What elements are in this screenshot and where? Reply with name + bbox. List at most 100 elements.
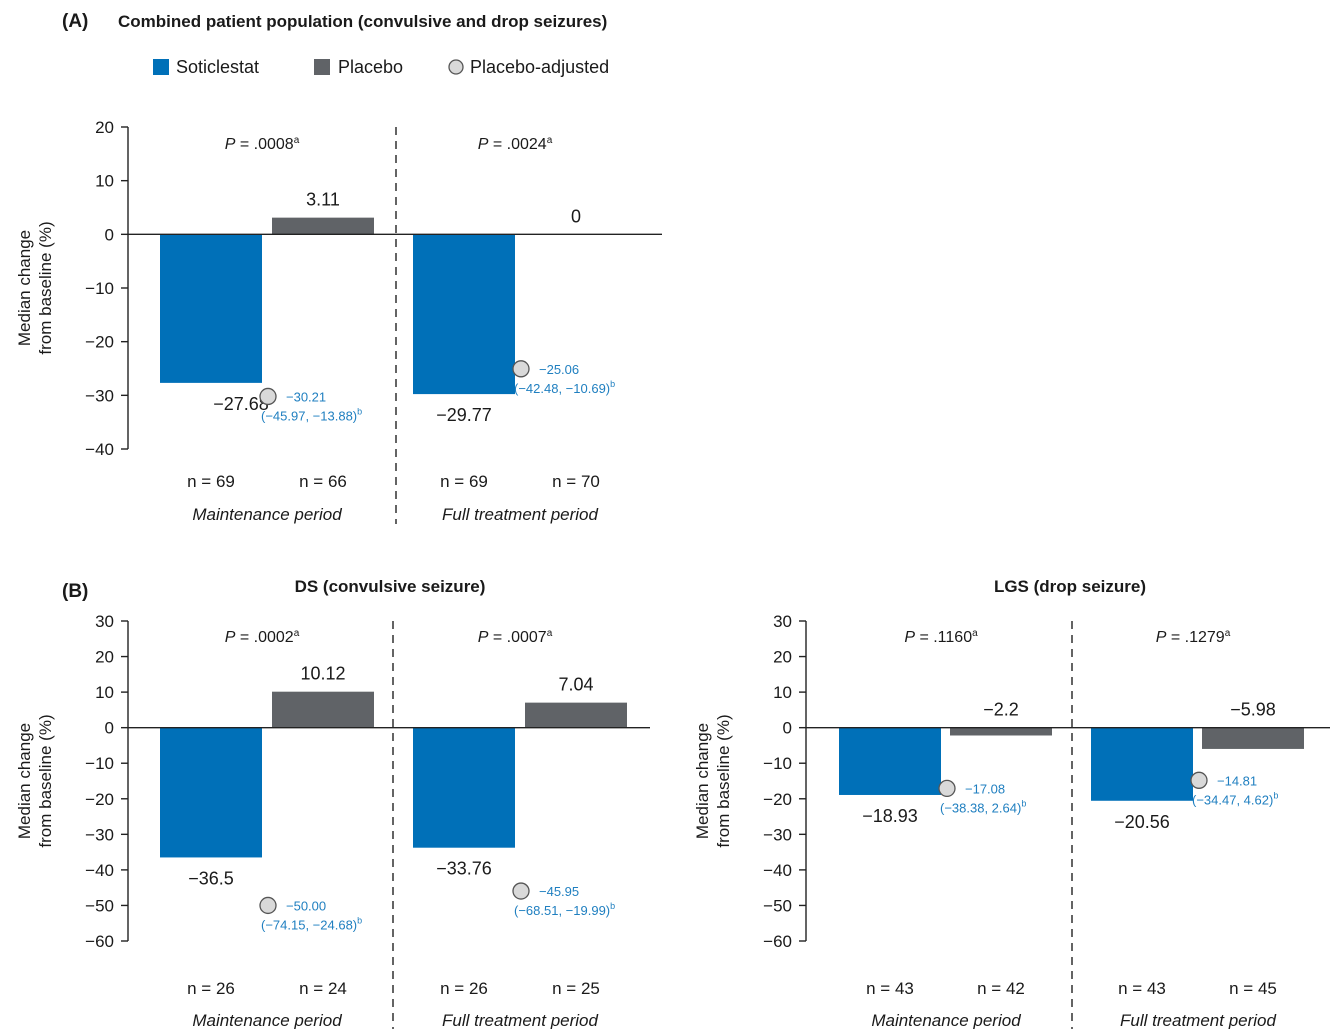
placebo-adjusted-ci: (−74.15, −24.68)b: [261, 915, 362, 932]
p-value-number: .0024: [507, 136, 547, 153]
placebo-adjusted-ci: (−38.38, 2.64)b: [940, 798, 1026, 815]
bar-soticlestat: [1091, 727, 1193, 801]
y-tick-label: −50: [763, 896, 792, 915]
legend-placebo-swatch: [314, 59, 330, 75]
placebo-adjusted-ci-range: (−74.15, −24.68): [261, 917, 357, 932]
p-value-number: .0002: [254, 629, 294, 646]
bar-soticlestat: [839, 727, 941, 795]
bar-placebo-value: −5.98: [1230, 700, 1276, 720]
placebo-adjusted-value: −14.81: [1217, 773, 1257, 788]
p-value-equals: =: [235, 629, 253, 646]
bar-soticlestat-value: −18.93: [862, 806, 918, 826]
y-axis-label: Median change from baseline (%): [15, 221, 55, 354]
p-value: P = .0024a: [478, 135, 553, 153]
bar-soticlestat-value: −27.68: [213, 394, 269, 414]
y-tick-label: 0: [783, 719, 792, 738]
placebo-adjusted-value: −50.00: [286, 898, 326, 913]
y-tick-label: −20: [85, 333, 114, 352]
y-tick-label: −40: [85, 440, 114, 459]
p-value-equals: =: [488, 629, 506, 646]
y-tick-label: −30: [85, 386, 114, 405]
y-tick-label: 20: [95, 118, 114, 137]
bar-placebo-value: 3.11: [306, 190, 340, 210]
placebo-adjusted-marker: [259, 387, 277, 406]
period-label: Full treatment period: [1120, 1011, 1276, 1029]
p-value-symbol: P: [478, 629, 489, 646]
chart-combined-population: Median change from baseline (%) 20 10 0 −10 −2…: [15, 118, 662, 524]
bar-soticlestat-value: −29.77: [436, 405, 492, 425]
y-tick-label: 0: [105, 225, 114, 244]
p-value-superscript: a: [294, 135, 300, 146]
p-value-superscript: a: [294, 628, 300, 639]
y-axis-label-line: from baseline (%): [36, 714, 55, 847]
placebo-adjusted-ci-range: (−38.38, 2.64): [940, 800, 1021, 815]
placebo-adjusted-value: −45.95: [539, 884, 579, 899]
placebo-adjusted-ci-superscript: b: [610, 901, 615, 911]
placebo-adjusted-ci: (−68.51, −19.99)b: [514, 901, 615, 918]
period-label: Maintenance period: [871, 1011, 1021, 1029]
legend-placebo-label: Placebo: [338, 57, 403, 77]
y-axis-label-line: Median change: [15, 230, 34, 346]
y-tick-label: −10: [85, 754, 114, 773]
p-value-equals: =: [915, 629, 933, 646]
panel-a-letter: (A): [62, 11, 88, 32]
y-tick-label: 10: [95, 172, 114, 191]
n-placebo: n = 45: [1229, 979, 1277, 998]
p-value-symbol: P: [478, 136, 489, 153]
p-value-symbol: P: [225, 136, 236, 153]
y-tick-label: 20: [773, 648, 792, 667]
y-tick-label: −30: [85, 825, 114, 844]
placebo-adjusted-ci-range: (−68.51, −19.99): [514, 903, 610, 918]
placebo-adjusted-value: −25.06: [539, 362, 579, 377]
period-label: Maintenance period: [192, 1011, 342, 1029]
y-tick-label: −50: [85, 896, 114, 915]
p-value: P = .1279a: [1156, 628, 1231, 646]
bar-soticlestat-value: −33.76: [436, 859, 492, 879]
placebo-adjusted-ci-range: (−34.47, 4.62): [1192, 792, 1273, 807]
p-value-superscript: a: [547, 628, 553, 639]
placebo-adjusted-value: −17.08: [965, 781, 1005, 796]
y-tick-label: −60: [763, 932, 792, 951]
placebo-adjusted-ci-superscript: b: [357, 406, 362, 416]
placebo-adjusted-value: −30.21: [286, 389, 326, 404]
p-value: P = .1160a: [904, 628, 978, 646]
y-tick-label: −10: [85, 279, 114, 298]
p-value: P = .0007a: [478, 628, 553, 646]
bar-placebo: [1202, 727, 1304, 749]
placebo-adjusted-marker: [259, 896, 277, 915]
legend: Soticlestat Placebo Placebo-adjusted: [153, 57, 609, 77]
bar-soticlestat-value: −20.56: [1114, 812, 1170, 832]
bar-soticlestat: [160, 234, 262, 383]
y-axis-label: Median change from baseline (%): [15, 714, 55, 847]
p-value-number: .0008: [254, 136, 294, 153]
panel-a-title: Combined patient population (convulsive …: [118, 12, 607, 31]
n-soticlestat: n = 43: [1118, 979, 1166, 998]
p-value-symbol: P: [1156, 629, 1167, 646]
placebo-adjusted-marker: [512, 360, 530, 378]
bar-placebo-value: 10.12: [300, 664, 345, 684]
y-tick-label: −30: [763, 825, 792, 844]
p-value-equals: =: [488, 136, 506, 153]
placebo-adjusted-ci-superscript: b: [357, 915, 362, 925]
panel-b-letter: (B): [62, 581, 88, 602]
bar-soticlestat-value: −36.5: [188, 868, 234, 888]
n-soticlestat: n = 26: [440, 979, 488, 998]
panel-b-lgs-title: LGS (drop seizure): [994, 577, 1146, 596]
p-value-equals: =: [235, 136, 253, 153]
y-tick-label: 10: [95, 683, 114, 702]
bar-placebo-value: 0: [571, 206, 581, 226]
y-tick-label: 30: [773, 612, 792, 631]
n-soticlestat: n = 69: [440, 472, 488, 491]
legend-adjusted-marker: [448, 59, 464, 75]
y-tick-label: −40: [85, 861, 114, 880]
placebo-adjusted-ci-range: (−42.48, −10.69): [514, 381, 610, 396]
n-soticlestat: n = 26: [187, 979, 235, 998]
y-tick-label: 10: [773, 683, 792, 702]
legend-soticlestat-swatch: [153, 59, 169, 75]
y-tick-label: −60: [85, 932, 114, 951]
y-axis-label-line: from baseline (%): [36, 221, 55, 354]
placebo-adjusted-ci-superscript: b: [1273, 790, 1278, 800]
placebo-adjusted-ci: (−34.47, 4.62)b: [1192, 790, 1278, 807]
y-tick-label: −40: [763, 861, 792, 880]
